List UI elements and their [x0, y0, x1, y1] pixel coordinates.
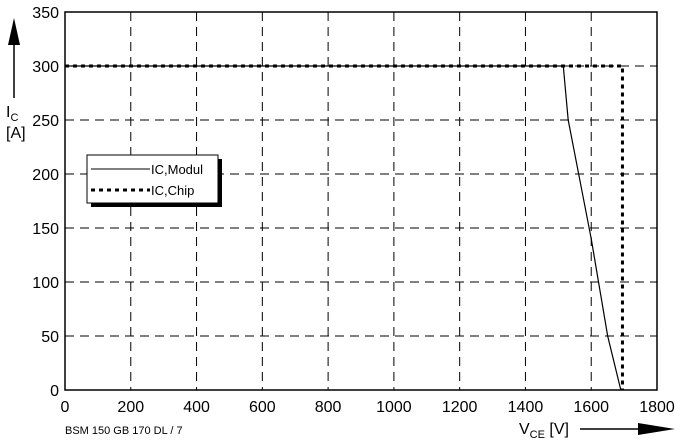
y-tick-label: 300: [32, 59, 59, 76]
y-tick-label: 150: [32, 221, 59, 238]
y-axis-unit: [A]: [6, 125, 26, 142]
legend-label-chip: IC,Chip: [151, 183, 194, 198]
chart-caption: BSM 150 GB 170 DL / 7: [65, 425, 183, 437]
y-tick-label: 0: [50, 383, 59, 400]
y-tick-label: 350: [32, 5, 59, 22]
x-axis-arrow: [580, 423, 675, 435]
plot-area: [64, 11, 658, 391]
x-tick-label: 0: [61, 399, 70, 416]
x-axis-label-unit: [V]: [545, 421, 569, 438]
y-tick-label: 200: [32, 167, 59, 184]
y-tick-label: 50: [41, 329, 59, 346]
legend-box: [86, 154, 219, 204]
x-tick-label: 600: [249, 399, 276, 416]
series: [65, 64, 624, 391]
x-tick-label: 1800: [639, 399, 675, 416]
ticks: 0 200 400 600 800 1000 1200 1400 1600 1800 0 50 100 1…: [32, 5, 675, 416]
y-axis-label-main: I: [6, 104, 10, 121]
y-tick-label: 250: [32, 113, 59, 130]
y-axis-label-sub: C: [10, 112, 18, 124]
y-tick-label: 100: [32, 275, 59, 292]
x-axis-label-main: V: [519, 421, 530, 438]
series-line-modul: [65, 65, 622, 391]
x-tick-label: 1600: [573, 399, 609, 416]
x-tick-label: 400: [183, 399, 210, 416]
x-axis-label: VCE [V]: [519, 421, 569, 441]
x-axis-label-sub: CE: [530, 429, 545, 441]
series-line-chip: [65, 64, 624, 390]
x-tick-label: 1200: [442, 399, 478, 416]
legend: IC,Modul IC,Chip: [86, 154, 222, 207]
x-tick-label: 200: [117, 399, 144, 416]
x-tick-label: 800: [315, 399, 342, 416]
x-tick-label: 1400: [508, 399, 544, 416]
y-axis-label: IC: [6, 104, 18, 124]
legend-label-modul: IC,Modul: [151, 162, 203, 177]
x-tick-label: 1000: [376, 399, 412, 416]
y-axis-arrow: [8, 18, 20, 98]
